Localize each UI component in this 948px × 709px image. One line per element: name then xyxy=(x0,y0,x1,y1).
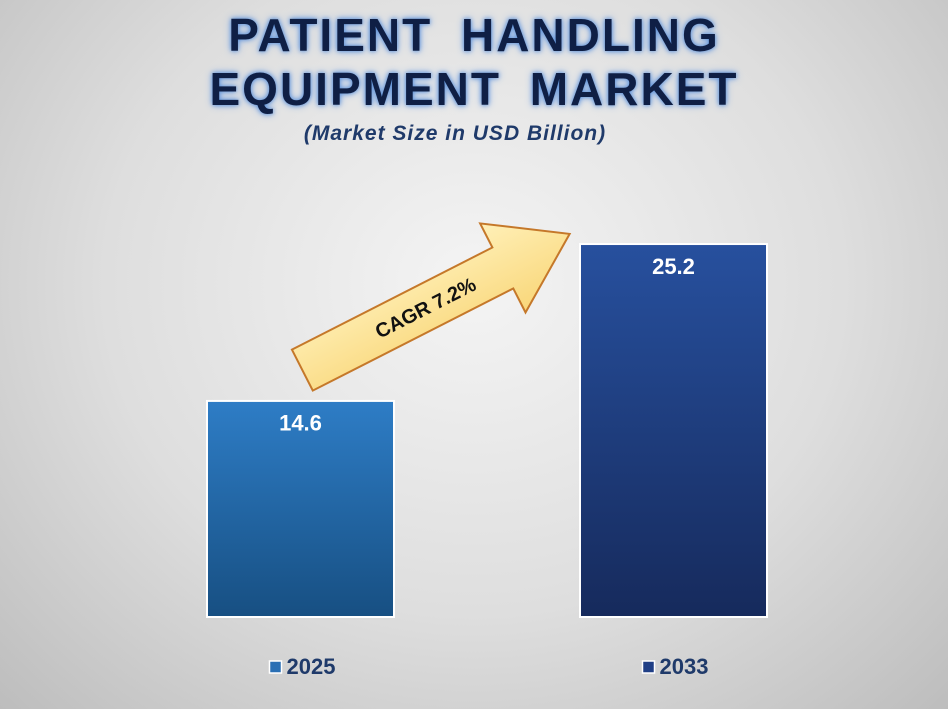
cagr-arrow: CAGR 7.2% xyxy=(290,222,572,392)
chart-subtitle: (Market Size in USD Billion) xyxy=(303,122,607,145)
category-label: 2025 xyxy=(287,654,336,679)
legend-swatch xyxy=(268,660,283,674)
value-label: 25.2 xyxy=(652,254,695,279)
category-label: 2033 xyxy=(660,654,709,679)
chart-title: PATIENT HANDLING EQUIPMENT MARKET xyxy=(209,9,739,115)
value-label: 14.6 xyxy=(279,411,322,436)
legend-swatch xyxy=(641,660,656,674)
bar xyxy=(206,399,395,619)
bar xyxy=(579,243,768,618)
arrow-shape xyxy=(290,222,572,392)
